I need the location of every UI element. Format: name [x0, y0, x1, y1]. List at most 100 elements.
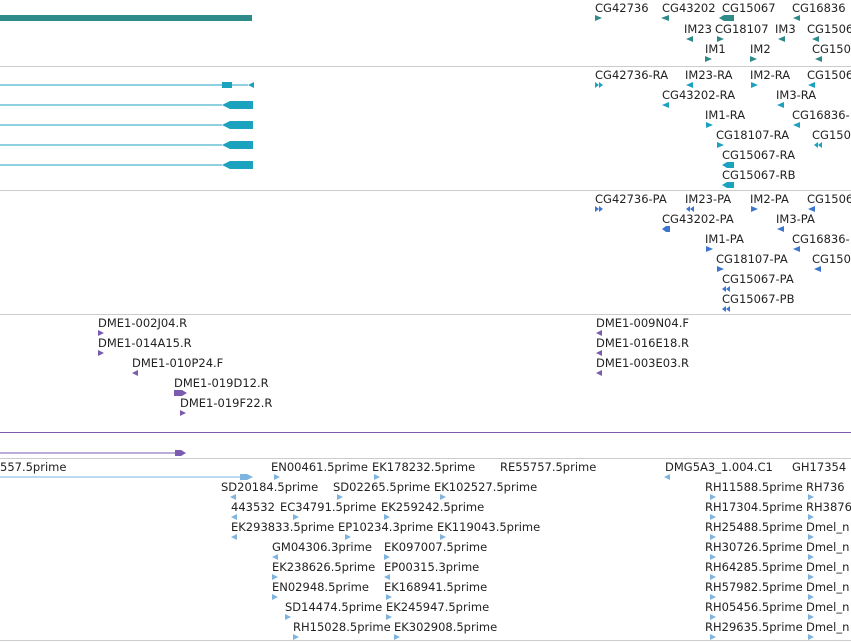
protein-glyph[interactable]: [808, 206, 818, 212]
est-label[interactable]: Dmel_n: [806, 620, 850, 634]
est-label[interactable]: DMG5A3_1.004.C1: [665, 460, 773, 474]
gene-label[interactable]: IM3: [775, 22, 796, 36]
transcript-label[interactable]: IM1-RA: [705, 108, 746, 122]
est-label[interactable]: SD02265.5prime: [333, 480, 431, 494]
transcript-glyph[interactable]: [722, 182, 736, 188]
gene-glyph-cg18107[interactable]: [717, 36, 725, 42]
protein-label[interactable]: CG18107-PA: [716, 252, 788, 266]
est-label[interactable]: 557.5prime: [0, 460, 67, 474]
transcript-label[interactable]: IM3-RA: [776, 88, 817, 102]
est-glyph[interactable]: [384, 574, 392, 580]
est-glyph[interactable]: [345, 534, 353, 540]
clone-glyph[interactable]: [596, 370, 604, 376]
clone-glyph[interactable]: [98, 330, 106, 336]
protein-glyph[interactable]: [717, 266, 727, 272]
clone-glyph[interactable]: [596, 350, 604, 356]
clone-label[interactable]: DME1-002J04.R: [98, 316, 188, 330]
clone-glyph[interactable]: [596, 330, 604, 336]
est-glyph[interactable]: [386, 594, 394, 600]
gene-label[interactable]: CG1506: [807, 22, 851, 36]
est-label[interactable]: RH11588.5prime: [705, 480, 803, 494]
est-label[interactable]: RH57982.5prime: [705, 580, 803, 594]
protein-glyph[interactable]: [662, 226, 672, 232]
est-glyph[interactable]: [710, 574, 718, 580]
transcript-glyph[interactable]: [808, 82, 818, 88]
est-label[interactable]: RH29635.5prime: [705, 620, 803, 634]
protein-label[interactable]: CG42736-PA: [595, 192, 667, 206]
est-glyph[interactable]: [274, 474, 282, 480]
est-label[interactable]: 443532: [231, 500, 275, 514]
est-label[interactable]: RE55757.5prime: [500, 460, 597, 474]
gene-glyph-cg15067[interactable]: [719, 15, 735, 21]
gene-label[interactable]: CG43202: [662, 1, 716, 15]
protein-label[interactable]: CG16836-: [792, 232, 850, 246]
gene-label[interactable]: CG15067: [722, 1, 776, 15]
est-label[interactable]: EK102527.5prime: [434, 480, 538, 494]
est-label[interactable]: RH3876: [806, 500, 851, 514]
gene-bar[interactable]: [0, 15, 252, 21]
transcript-feature-4[interactable]: [0, 140, 256, 150]
est-glyph[interactable]: [710, 594, 718, 600]
transcript-label[interactable]: CG15067-RA: [722, 148, 796, 162]
est-glyph[interactable]: [710, 494, 718, 500]
est-glyph[interactable]: [394, 634, 402, 640]
transcript-glyph[interactable]: [722, 162, 736, 168]
gene-glyph-cg1506[interactable]: [812, 36, 820, 42]
gene-label[interactable]: IM2: [750, 42, 771, 56]
transcript-feature-3[interactable]: [0, 120, 256, 130]
est-glyph[interactable]: [384, 514, 392, 520]
transcript-label[interactable]: IM2-RA: [750, 68, 791, 82]
est-glyph[interactable]: [272, 554, 280, 560]
gene-glyph-cg43202[interactable]: [661, 15, 671, 21]
protein-label[interactable]: IM2-PA: [750, 192, 789, 206]
est-glyph[interactable]: [440, 494, 448, 500]
protein-label[interactable]: CG15067-PA: [722, 272, 794, 286]
est-glyph[interactable]: [710, 514, 718, 520]
est-glyph[interactable]: [374, 474, 382, 480]
transcript-label[interactable]: IM23-RA: [685, 68, 733, 82]
est-label[interactable]: Dmel_n: [806, 600, 850, 614]
est-glyph[interactable]: [293, 634, 301, 640]
est-label[interactable]: RH25488.5prime: [705, 520, 803, 534]
est-glyph[interactable]: [230, 494, 238, 500]
protein-label[interactable]: IM23-PA: [685, 192, 732, 206]
protein-glyph[interactable]: [751, 206, 761, 212]
est-glyph[interactable]: [808, 594, 816, 600]
protein-label[interactable]: CG43202-PA: [662, 212, 734, 226]
transcript-label[interactable]: CG42736-RA: [595, 68, 669, 82]
est-glyph[interactable]: [808, 574, 816, 580]
protein-glyph[interactable]: [793, 246, 803, 252]
est-label[interactable]: EN02948.5prime: [272, 580, 369, 594]
gene-label[interactable]: IM23: [684, 22, 712, 36]
protein-glyph[interactable]: [595, 206, 605, 212]
transcript-glyph[interactable]: [717, 142, 727, 148]
est-label[interactable]: EP10234.3prime: [338, 520, 434, 534]
transcript-glyph[interactable]: [686, 82, 696, 88]
est-glyph[interactable]: [808, 614, 816, 620]
gene-label[interactable]: CG42736: [595, 1, 649, 15]
est-label[interactable]: EP00315.3prime: [384, 560, 480, 574]
est-glyph[interactable]: [231, 534, 239, 540]
est-label[interactable]: GM04306.3prime: [272, 540, 372, 554]
est-label[interactable]: Dmel_n: [806, 580, 850, 594]
gene-glyph-im1[interactable]: [705, 56, 713, 62]
protein-glyph[interactable]: [722, 286, 736, 292]
transcript-label[interactable]: CG16836-: [792, 108, 850, 122]
gene-glyph-im2[interactable]: [750, 56, 758, 62]
clone-glyph[interactable]: [98, 350, 106, 356]
gene-label[interactable]: CG150: [812, 42, 851, 56]
est-glyph[interactable]: [293, 514, 301, 520]
est-label[interactable]: EK178232.5prime: [372, 460, 476, 474]
protein-glyph[interactable]: [686, 206, 696, 212]
gene-glyph-im3[interactable]: [778, 36, 786, 42]
transcript-label[interactable]: CG15067-RB: [722, 168, 796, 182]
protein-glyph[interactable]: [722, 306, 736, 312]
est-label[interactable]: EK293833.5prime: [231, 520, 335, 534]
gene-glyph-cg16836[interactable]: [793, 15, 801, 21]
est-glyph[interactable]: [285, 614, 293, 620]
est-glyph[interactable]: [664, 474, 672, 480]
est-glyph[interactable]: [710, 534, 718, 540]
gene-glyph-cg150[interactable]: [815, 56, 823, 62]
clone-glyph[interactable]: [180, 410, 188, 416]
est-label[interactable]: Dmel_n: [806, 540, 850, 554]
